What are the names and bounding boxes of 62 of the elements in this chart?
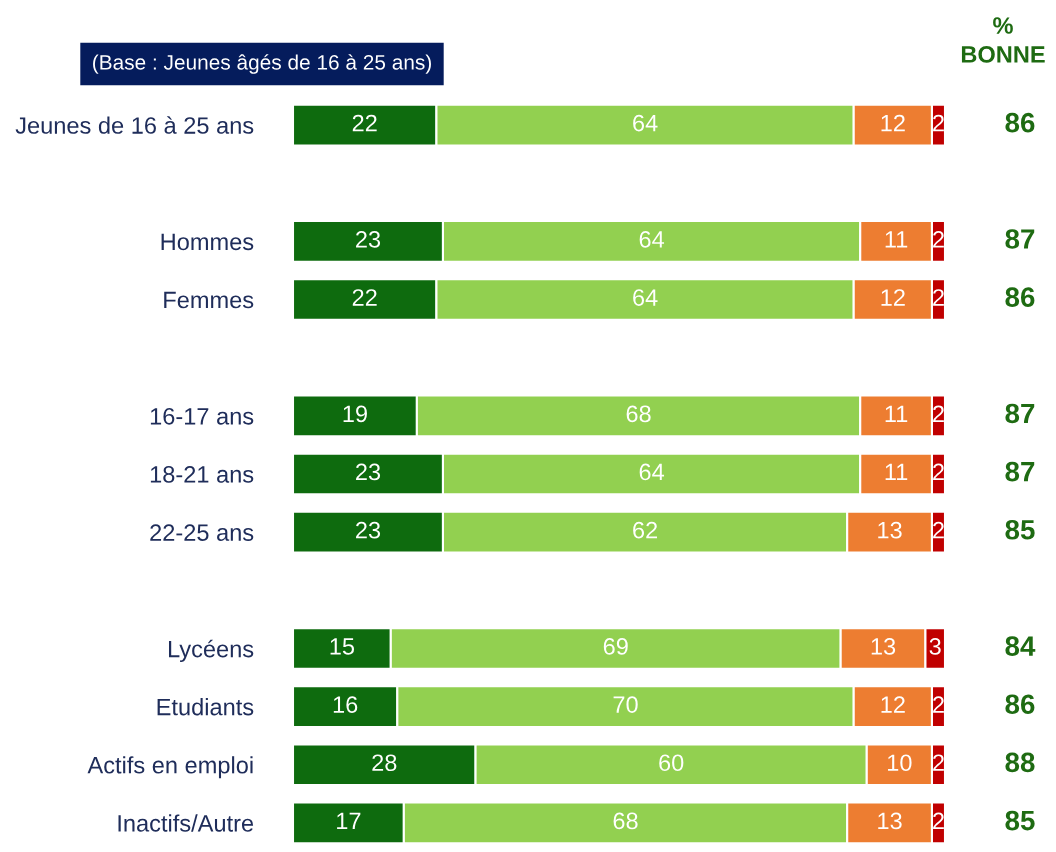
text: 86 <box>1005 112 1035 133</box>
text: % BONNE <box>961 17 1045 63</box>
data-label: 60 <box>659 754 684 772</box>
data-label: 2 <box>933 521 944 539</box>
data-label: 10 <box>888 754 912 772</box>
data-label: 2 <box>933 812 944 830</box>
data-label: 64 <box>633 114 658 132</box>
data-label: 68 <box>613 812 638 830</box>
y-tick-label: 16-17 ans <box>150 407 254 425</box>
data-label: 2 <box>933 231 944 248</box>
data-label: 64 <box>633 289 658 306</box>
data-label: 69 <box>603 638 628 655</box>
y-tick-label: 22-25 ans <box>150 524 254 541</box>
data-label: 2 <box>933 114 944 132</box>
text: 84 <box>1005 636 1036 656</box>
data-label: 64 <box>639 231 665 248</box>
y-tick-label: Actifs en emploi <box>87 756 253 779</box>
y-tick-label: Hommes <box>161 233 254 251</box>
text: 85 <box>1005 810 1035 831</box>
data-label: 23 <box>356 231 381 248</box>
data-label: 12 <box>881 289 905 306</box>
data-label: 13 <box>878 521 902 539</box>
text: 85 <box>1005 519 1035 540</box>
data-label: 12 <box>881 114 905 132</box>
data-label: 2 <box>933 405 944 422</box>
data-label: 23 <box>356 521 381 539</box>
y-tick-label: Inactifs/Autre <box>118 814 254 832</box>
y-tick-label: Etudiants <box>157 698 254 716</box>
data-label: 19 <box>343 405 367 423</box>
data-label: 12 <box>881 696 905 713</box>
data-label: 2 <box>933 696 944 713</box>
data-label: 11 <box>885 231 908 248</box>
data-label: 16 <box>333 696 358 713</box>
y-tick-label: Femmes <box>164 291 254 309</box>
data-label: 13 <box>878 812 902 830</box>
y-tick-label: 18-21 ans <box>150 466 254 483</box>
data-label: 64 <box>639 463 665 481</box>
data-label: 2 <box>933 463 944 481</box>
data-label: 23 <box>356 463 381 481</box>
text: 86 <box>1005 694 1035 715</box>
data-label: 3 <box>929 638 941 655</box>
data-label: 2 <box>933 754 944 771</box>
data-label: 11 <box>885 463 908 481</box>
text: 87 <box>1005 403 1035 424</box>
data-label: 13 <box>871 638 896 655</box>
data-label: 70 <box>613 696 638 713</box>
data-label: 17 <box>337 812 361 830</box>
data-label: 11 <box>885 405 908 422</box>
y-tick-label: Lycéens <box>169 639 254 663</box>
data-label: 62 <box>633 521 658 539</box>
data-label: 15 <box>330 638 355 655</box>
text: 86 <box>1005 287 1035 307</box>
data-label: 28 <box>372 754 397 772</box>
text: 87 <box>1005 229 1035 249</box>
data-label: 22 <box>352 114 377 132</box>
data-label: 2 <box>933 289 944 306</box>
y-tick-label: Jeunes de 16 à 25 ans <box>15 116 254 134</box>
text: 87 <box>1005 461 1035 482</box>
text: (Base : Jeunes âgés de 16 à 25 ans) <box>93 54 431 74</box>
data-label: 22 <box>352 289 377 306</box>
data-label: 68 <box>626 405 651 423</box>
text: 88 <box>1005 752 1035 773</box>
